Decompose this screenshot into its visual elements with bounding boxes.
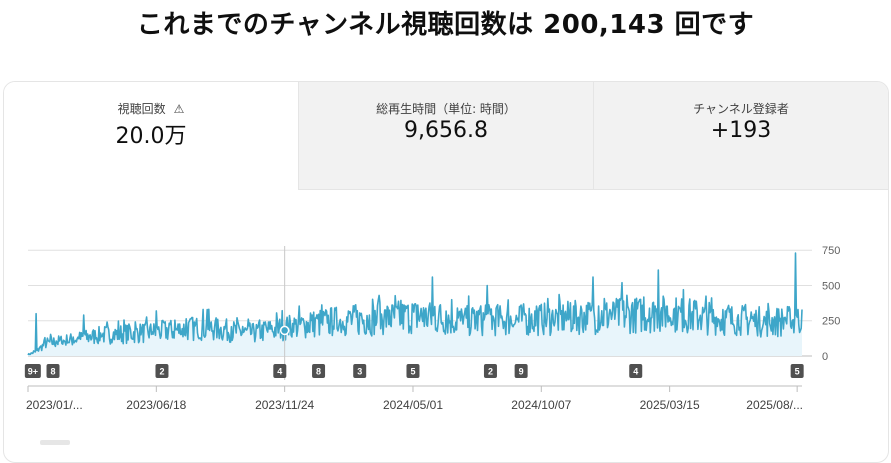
tab-views-label: 視聴回数 ⚠: [117, 102, 185, 116]
tab-views[interactable]: 視聴回数 ⚠ 20.0万: [4, 82, 298, 190]
annotation-badge-box: [790, 364, 804, 378]
x-tick-label: 2024/05/01: [383, 398, 443, 412]
annotation-badge-label: 9: [519, 367, 524, 377]
annotation-badge[interactable]: 8: [312, 364, 326, 378]
x-tick-label: 2023/06/18: [126, 398, 186, 412]
tab-watch-time-label: 総再生時間（単位: 時間）: [376, 102, 516, 116]
annotation-badge[interactable]: 8: [46, 364, 60, 378]
annotation-badge[interactable]: 5: [790, 364, 804, 378]
annotation-badge[interactable]: 5: [406, 364, 420, 378]
y-tick-label: 750: [822, 245, 840, 257]
annotation-badge-label: 2: [488, 367, 493, 377]
annotation-badge[interactable]: 3: [353, 364, 367, 378]
x-tick-label: 2025/03/15: [640, 398, 700, 412]
tab-watch-time-value: 9,656.8: [404, 118, 488, 143]
views-chart[interactable]: 0 250 500 750 9+ 8 2 4 8 3 5 2 9 4 5 2023/01/... 2023/…: [0, 0, 891, 445]
annotation-badge-label: 8: [316, 367, 321, 377]
views-line: [27, 252, 803, 356]
annotation-badge-box: [24, 364, 41, 378]
annotation-badge-box: [483, 364, 497, 378]
annotation-badge-box: [273, 364, 287, 378]
annotation-badge-box: [46, 364, 60, 378]
tab-subscribers-value: +193: [710, 118, 772, 143]
annotation-badge[interactable]: 4: [273, 364, 287, 378]
annotation-badge-box: [514, 364, 528, 378]
tab-views-value: 20.0万: [115, 124, 187, 149]
annotation-badge[interactable]: 2: [483, 364, 497, 378]
annotation-badge-label: 8: [51, 367, 56, 377]
x-tick-label: 2023/01/...: [26, 398, 83, 412]
annotation-badge-label: 9+: [28, 367, 38, 377]
legend-swatch: [40, 440, 70, 445]
tab-subscribers-label: チャンネル登録者: [693, 102, 789, 116]
annotation-badge-box: [155, 364, 169, 378]
annotation-badge-box: [629, 364, 643, 378]
annotation-badge-label: 4: [633, 367, 638, 377]
x-tick-label: 2024/10/07: [511, 398, 571, 412]
annotation-badge[interactable]: 2: [155, 364, 169, 378]
annotation-badge-label: 5: [410, 367, 415, 377]
annotation-badge-label: 3: [357, 367, 362, 377]
annotation-badge-box: [406, 364, 420, 378]
metric-tabs: 視聴回数 ⚠ 20.0万 総再生時間（単位: 時間） 9,656.8 チャンネル登…: [4, 82, 888, 190]
annotation-badge[interactable]: 9+: [24, 364, 41, 378]
y-tick-label: 500: [822, 280, 840, 292]
y-tick-label: 0: [822, 351, 828, 363]
tab-subscribers[interactable]: チャンネル登録者 +193: [593, 82, 888, 190]
annotation-badge[interactable]: 9: [514, 364, 528, 378]
warning-icon[interactable]: ⚠: [173, 102, 185, 116]
date-marker-dot[interactable]: [279, 325, 290, 336]
annotation-badge-box: [353, 364, 367, 378]
page-headline: これまでのチャンネル視聴回数は 200,143 回です: [136, 10, 755, 40]
annotation-badge-label: 2: [159, 367, 164, 377]
tab-watch-time[interactable]: 総再生時間（単位: 時間） 9,656.8: [298, 82, 593, 190]
y-tick-label: 250: [822, 316, 840, 328]
analytics-card: 視聴回数 ⚠ 20.0万 総再生時間（単位: 時間） 9,656.8 チャンネル登…: [3, 81, 889, 463]
x-tick-label: 2025/08/...: [746, 398, 803, 412]
x-tick-label: 2023/11/24: [255, 398, 314, 412]
annotation-badge-box: [312, 364, 326, 378]
annotation-badge-label: 5: [795, 367, 800, 377]
annotation-badge[interactable]: 4: [629, 364, 643, 378]
annotation-badge-label: 4: [277, 367, 282, 377]
